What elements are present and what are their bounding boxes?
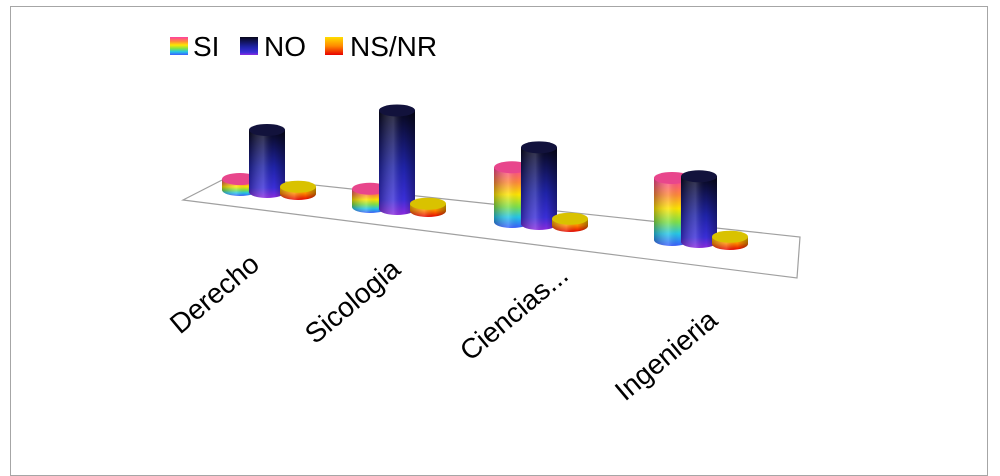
bar-top [280, 180, 316, 193]
chart-frame [10, 6, 988, 476]
legend-swatch-no [240, 37, 258, 55]
legend-label-si: SI [193, 31, 219, 62]
legend-label-nsnr: NS/NR [350, 31, 437, 62]
bar-shading [249, 129, 285, 198]
legend-swatch-si [170, 37, 188, 55]
bar-top [410, 197, 446, 210]
category-label-2: Ciencias... [454, 259, 574, 367]
legend-swatch-nsnr [325, 37, 343, 55]
bar-top [521, 141, 557, 154]
bar-top [681, 170, 717, 183]
chart-floor [180, 175, 801, 279]
bar-shading [681, 176, 717, 248]
bar-nsnr-3 [712, 230, 748, 250]
bars-group [222, 104, 748, 250]
bar-top [552, 212, 588, 225]
bar-shading [379, 110, 415, 215]
bar-nsnr-2 [552, 212, 588, 232]
category-labels: Derecho Sicologia Ciencias... Ingenieria [164, 248, 723, 407]
bar-nsnr-0 [280, 180, 316, 200]
bar-top [249, 123, 285, 136]
category-label-3: Ingenieria [609, 304, 723, 407]
bar-top [712, 230, 748, 243]
bar-no-2 [521, 141, 557, 230]
bar-top [379, 104, 415, 117]
bar-nsnr-1 [410, 197, 446, 217]
bar-no-3 [681, 170, 717, 248]
bar-shading [521, 147, 557, 230]
category-label-1: Sicologia [299, 253, 406, 350]
bar-chart-3d: SI NO NS/NR Derecho Sicologia Ciencias... I… [164, 31, 801, 407]
category-label-0: Derecho [164, 248, 265, 340]
bar-no-1 [379, 104, 415, 215]
legend: SI NO NS/NR [170, 31, 437, 62]
legend-label-no: NO [264, 31, 306, 62]
bar-no-0 [249, 123, 285, 198]
